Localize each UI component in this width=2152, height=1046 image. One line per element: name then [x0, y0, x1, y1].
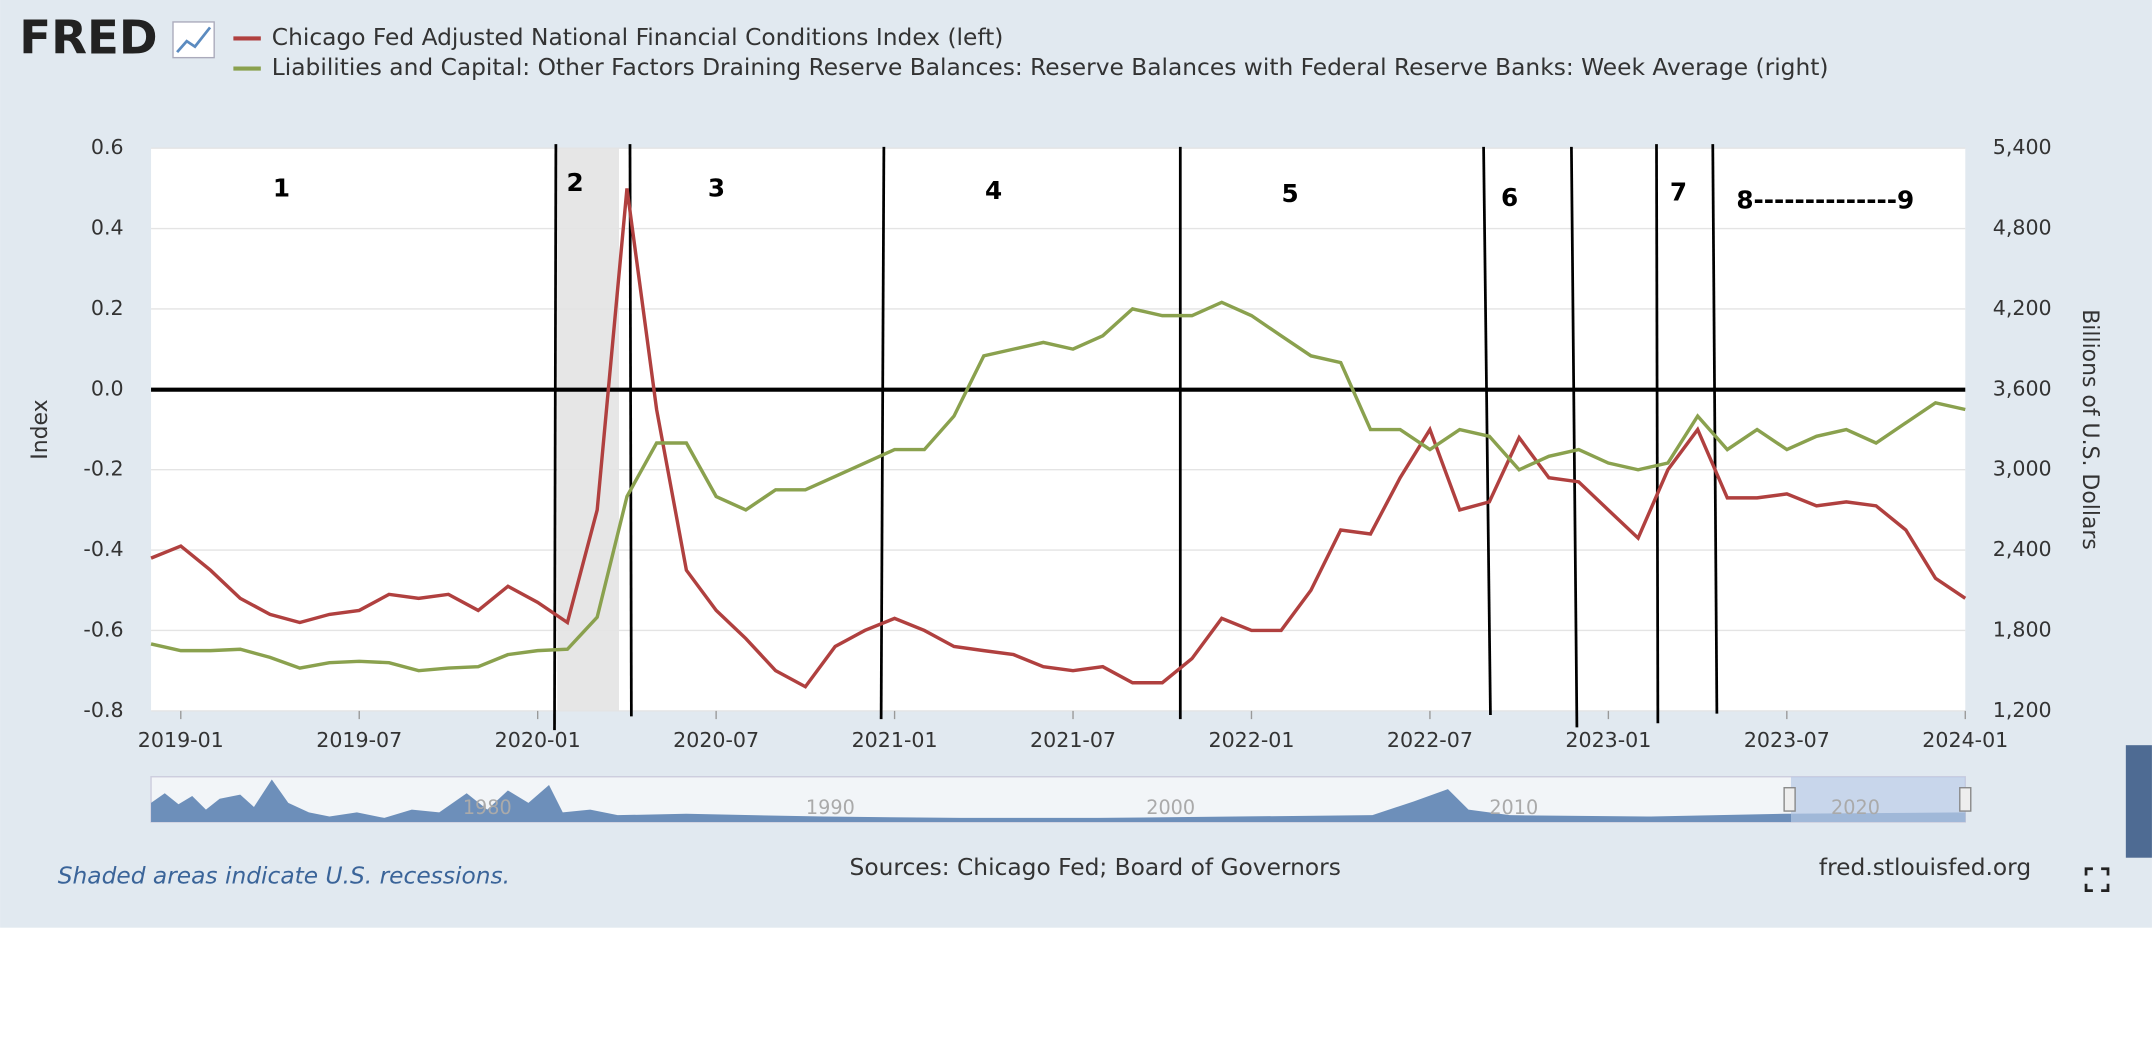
scrollbar[interactable]	[2125, 745, 2152, 858]
x-tick-label: 2020-01	[495, 728, 581, 752]
y-tick-label: -0.6	[83, 617, 123, 641]
y2-tick-label: 1,800	[1993, 617, 2052, 641]
logo: FRED	[19, 12, 157, 66]
plot-area	[151, 148, 1966, 711]
logo-line	[176, 26, 212, 54]
navigator-handle[interactable]	[1783, 787, 1796, 812]
navigator-label: 2010	[1489, 796, 1538, 819]
y-tick-label: -0.4	[83, 537, 123, 561]
site: fred.stlouisfed.org	[1819, 854, 2031, 881]
y-tick-label: 0.0	[91, 376, 124, 400]
y2-tick-label: 4,800	[1993, 216, 2052, 240]
x-tick-label: 2024-01	[1922, 728, 2008, 752]
y2-tick-label: 2,400	[1993, 537, 2052, 561]
y-tick-label: 0.4	[91, 216, 124, 240]
y2-tick-label: 3,000	[1993, 457, 2052, 481]
annotation: 7	[1670, 178, 1687, 207]
x-tick-label: 2022-07	[1387, 728, 1473, 752]
x-tick-label: 2023-01	[1565, 728, 1651, 752]
navigator-selection[interactable]	[1790, 776, 1966, 823]
annotation: 3	[708, 173, 725, 202]
annotation: 8--------------9	[1736, 186, 1914, 215]
x-tick-label: 2023-07	[1744, 728, 1830, 752]
y-tick-label: 0.2	[91, 296, 124, 320]
x-tick-label: 2019-07	[316, 728, 402, 752]
legend-label: Chicago Fed Adjusted National Financial …	[272, 24, 1004, 51]
marker-line	[1570, 146, 1579, 728]
fullscreen-icon[interactable]	[2084, 867, 2110, 893]
y-tick-label: 0.6	[91, 135, 124, 159]
y2-tick-label: 1,200	[1993, 698, 2052, 722]
series-group	[150, 188, 1967, 689]
annotation: 4	[985, 176, 1002, 205]
navigator-label: 2020	[1831, 796, 1880, 819]
annotation: 5	[1281, 179, 1298, 208]
source: Sources: Chicago Fed; Board of Governors	[850, 854, 1341, 881]
logo-icon	[172, 21, 215, 59]
y-axis-label: Index	[28, 399, 53, 459]
legend-label: Liabilities and Capital: Other Factors D…	[272, 54, 1829, 81]
y-tick-label: -0.8	[83, 698, 123, 722]
navigator-area	[151, 779, 1966, 823]
x-tick-label: 2022-01	[1208, 728, 1294, 752]
annotation: 6	[1501, 183, 1518, 212]
marker-line	[1482, 146, 1492, 716]
y2-axis-label: Billions of U.S. Dollars	[2077, 309, 2102, 550]
series-line	[150, 300, 1966, 673]
x-tick-label: 2021-01	[852, 728, 938, 752]
y2-tick-label: 3,600	[1993, 376, 2052, 400]
y2-tick-label: 4,200	[1993, 296, 2052, 320]
navigator-label: 2000	[1146, 796, 1195, 819]
annotation: 2	[567, 168, 584, 197]
marker-line	[553, 144, 558, 731]
x-tick-label: 2019-01	[138, 728, 224, 752]
logo-box	[172, 21, 215, 59]
fullscreen-glyph[interactable]	[2084, 867, 2110, 893]
navigator-label: 1990	[806, 796, 855, 819]
navigator	[150, 776, 1972, 823]
navigator-handle[interactable]	[1959, 787, 1972, 812]
user-lines	[553, 144, 1719, 731]
x-tick-label: 2020-07	[673, 728, 759, 752]
navigator-label: 1980	[463, 796, 512, 819]
marker-line	[628, 144, 633, 717]
note: Shaded areas indicate U.S. recessions.	[58, 862, 510, 889]
marker-line	[1711, 144, 1719, 714]
y-tick-label: -0.2	[83, 457, 123, 481]
y2-tick-label: 5,400	[1993, 135, 2052, 159]
marker-line	[1655, 144, 1660, 724]
x-tick-label: 2021-07	[1030, 728, 1116, 752]
series-line	[150, 188, 1967, 689]
annotation: 1	[273, 173, 290, 202]
